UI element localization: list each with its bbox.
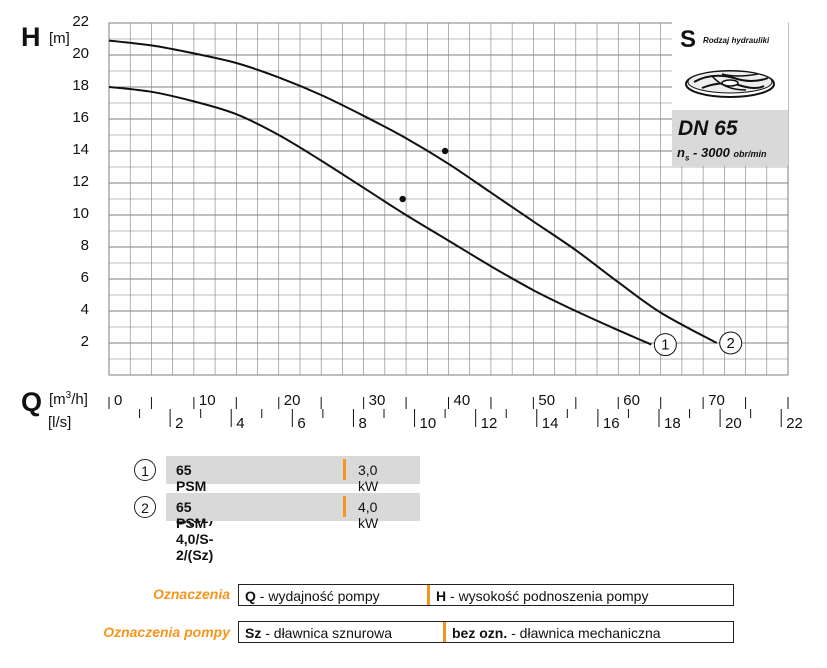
y-tick-label: 6 [80,269,89,286]
dn-label: DN 65 [678,117,738,140]
speed-label: ns - 3000 obr/min [677,145,767,163]
y-axis-symbol: H [21,22,41,52]
x-tick-label-ls: 8 [358,415,367,432]
hydraulics-letter: S [680,26,697,53]
x-tick-label-m3h: 40 [453,392,471,409]
model-number-badge: 2 [134,496,156,518]
x-tick-label-ls: 10 [419,415,437,432]
hydraulics-caption: Rodzaj hydrauliki [703,36,770,45]
curve-end-badge-1 [653,333,677,357]
x-axis-unit-m3h: [m3/h] [49,390,88,408]
legend-title-pump-designations: Oznaczenia pompy [103,624,230,640]
curve-end-label-2: 2 [727,335,735,352]
model-label-box [166,493,420,521]
x-tick-label-ls: 12 [480,415,498,432]
x-tick-label-m3h: 10 [198,392,216,409]
y-tick-label: 14 [72,141,89,158]
y-tick-label: 18 [72,77,89,94]
model-power: 3,0 kW [358,462,379,494]
separator-bar [443,622,446,642]
y-tick-label: 4 [80,301,89,318]
x-tick-label-ls: 6 [297,415,306,432]
x-tick-label-m3h: 50 [538,392,556,409]
model-number-badge: 1 [134,459,156,481]
x-tick-label-m3h: 30 [368,392,386,409]
x-tick-label-ls: 20 [725,415,742,432]
hydraulics-info-box [672,20,788,112]
separator-bar [427,585,430,605]
dn-box [672,110,788,166]
y-axis-unit: [m] [49,30,70,47]
curve-end-label-1: 1 [661,337,669,354]
y-tick-label: 8 [80,237,89,254]
impeller-icon [685,70,775,98]
x-tick-label-m3h: 70 [708,392,725,409]
x-tick-label-ls: 16 [602,415,620,432]
x-tick-label-ls: 2 [175,415,184,432]
y-tick-label: 12 [72,173,89,190]
legend-row-designations: Q - wydajność pompy H - wysokość podnosz… [238,584,734,606]
legend-row-pump-designations: Sz - dławnica sznurowa bez ozn. - dławni… [238,621,734,643]
grid [108,22,789,376]
x-axis-ticks [108,397,789,427]
y-tick-label: 16 [72,109,89,126]
x-tick-label-m3h: 0 [114,392,123,409]
x-tick-label-ls: 14 [541,415,559,432]
model-power: 4,0 kW [358,499,379,531]
y-tick-label: 20 [72,45,89,62]
model-name: 65 PSM 4,0/S-2/(Sz) [176,499,214,563]
x-tick-label-m3h: 60 [623,392,640,409]
x-tick-label-ls: 18 [663,415,681,432]
model-label-box [166,456,420,484]
pump-curve-1 [108,86,652,346]
pump-curve-2 [108,39,718,344]
curve-end-badge-2 [719,331,743,355]
operating-point-1 [399,195,406,203]
x-tick-label-ls: 22 [786,415,803,432]
y-tick-label: 10 [72,205,89,222]
separator-bar [343,459,346,480]
y-tick-label: 22 [72,13,89,30]
operating-point-2 [441,147,449,155]
x-axis-symbol: Q [21,387,43,417]
y-tick-label: 2 [80,333,89,350]
x-tick-label-ls: 4 [236,415,245,432]
x-tick-label-m3h: 20 [283,392,301,409]
x-axis-unit-ls: [l/s] [48,414,72,431]
legend-title-designations: Oznaczenia [152,586,230,602]
separator-bar [343,496,346,517]
